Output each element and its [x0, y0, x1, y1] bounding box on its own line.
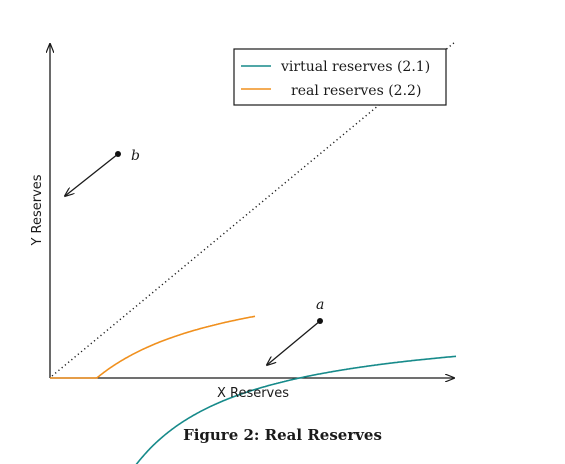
- arrow-from-a: [267, 320, 321, 365]
- x-axis-label: X Reserves: [217, 386, 289, 401]
- real-reserves-curve: [50, 315, 256, 379]
- legend: virtual reserves (2.1) real reserves (2.…: [233, 48, 447, 106]
- y-axis-label: Y Reserves: [30, 174, 45, 246]
- legend-label-virtual: virtual reserves (2.1): [280, 59, 430, 75]
- point-b-label: b: [131, 148, 140, 164]
- point-a-marker: [317, 318, 323, 324]
- point-b-marker: [115, 151, 121, 157]
- arrow-from-b: [65, 153, 119, 196]
- point-a-label: a: [316, 297, 324, 313]
- virtual-reserves-curve: [135, 355, 457, 464]
- figure-caption: Figure 2: Real Reserves: [183, 426, 382, 444]
- legend-box: [233, 48, 447, 106]
- legend-label-real: real reserves (2.2): [291, 83, 421, 99]
